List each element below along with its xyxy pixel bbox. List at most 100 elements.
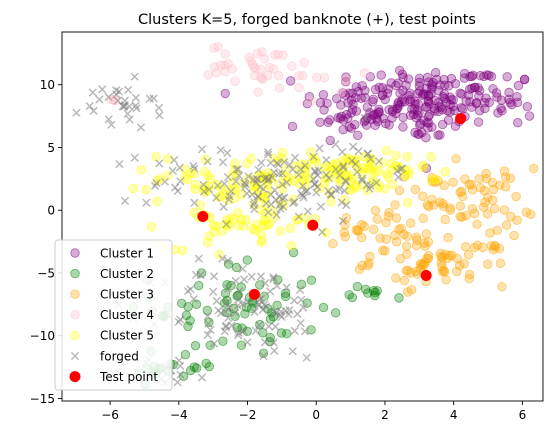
cluster-1-point — [444, 81, 454, 91]
forged-point — [269, 273, 278, 282]
y-tick-label: −5 — [37, 266, 55, 280]
cluster-2-point — [189, 362, 199, 372]
forged-point — [176, 177, 185, 186]
forged-point — [150, 181, 160, 191]
forged-point — [174, 356, 184, 365]
cluster-3-point — [395, 253, 406, 264]
legend-marker — [70, 351, 80, 361]
forged-point — [249, 200, 258, 210]
cluster-4-point — [227, 64, 238, 74]
legend-label: forged — [100, 349, 139, 363]
cluster-5-point — [215, 191, 226, 202]
forged-point — [235, 286, 244, 296]
cluster-1-point — [493, 108, 503, 118]
cluster-5-point — [418, 160, 428, 170]
cluster-1-point — [397, 94, 407, 105]
cluster-4-point — [273, 49, 283, 60]
forged-point — [104, 92, 113, 102]
cluster-3-point — [500, 182, 511, 192]
test-point — [248, 288, 260, 300]
forged-point — [270, 346, 279, 355]
forged-point — [212, 193, 221, 202]
forged-point — [154, 103, 164, 112]
cluster-2-point — [280, 291, 291, 302]
cluster-3-point — [495, 258, 506, 268]
test-point — [197, 211, 209, 222]
forged-point — [269, 274, 278, 284]
forged-point — [337, 198, 346, 207]
cluster-3-point — [356, 232, 367, 243]
forged-point — [357, 174, 367, 183]
forged-point — [251, 326, 260, 335]
cluster-1-point — [374, 104, 384, 115]
cluster-5-point — [286, 240, 297, 251]
cluster-1-point — [383, 84, 393, 94]
cluster-1-point — [458, 103, 468, 114]
cluster-5-point — [136, 165, 147, 175]
forged-point — [130, 153, 139, 162]
cluster-1-point — [513, 80, 524, 91]
forged-point — [243, 298, 252, 307]
forged-point — [318, 227, 327, 237]
cluster-5-point — [387, 179, 398, 189]
forged-point — [244, 172, 253, 181]
forged-point — [234, 328, 243, 337]
forged-point — [131, 93, 141, 102]
forged-point — [197, 145, 207, 154]
forged-point — [226, 187, 236, 196]
forged-point — [231, 276, 240, 286]
forged-point — [130, 72, 139, 81]
x-tick-label: −2 — [239, 408, 257, 422]
cluster-3-point — [411, 232, 422, 242]
cluster-1-point — [413, 129, 423, 139]
cluster-5-point — [248, 223, 258, 234]
cluster-5-point — [190, 184, 200, 194]
forged-point — [331, 140, 340, 149]
forged-point — [232, 165, 241, 174]
cluster-2-point — [240, 309, 250, 319]
cluster-5-point — [311, 157, 321, 167]
cluster-5-point — [259, 215, 269, 225]
cluster-1-point — [427, 79, 437, 90]
forged-point — [199, 180, 208, 189]
forged-point — [278, 169, 287, 178]
forged-point — [224, 284, 233, 293]
cluster-5-point — [383, 172, 393, 182]
x-tick-label: 6 — [519, 408, 527, 422]
cluster-1-point — [362, 113, 373, 123]
cluster-3-point — [399, 229, 409, 239]
cluster-5-point — [377, 158, 388, 168]
forged-point — [295, 285, 305, 295]
forged-point — [271, 309, 280, 318]
forged-point — [335, 171, 344, 180]
forged-point — [216, 146, 225, 155]
forged-point — [282, 283, 291, 292]
cluster-2-point — [370, 290, 380, 301]
cluster-5-point — [426, 151, 436, 162]
forged-point — [324, 174, 334, 183]
cluster-3-point — [464, 269, 475, 280]
forged-point — [250, 198, 259, 207]
cluster-1-point — [415, 120, 425, 130]
cluster-1-point — [513, 118, 523, 128]
legend-marker — [70, 289, 80, 299]
cluster-1-point — [377, 90, 387, 101]
cluster-1-point — [405, 88, 415, 98]
cluster-1-point — [323, 117, 333, 128]
forged-point — [326, 190, 335, 199]
cluster-3-point — [463, 249, 474, 260]
cluster-1-point — [332, 93, 342, 104]
forged-point — [199, 187, 209, 196]
cluster-1-point — [469, 82, 480, 93]
x-tick-label: −4 — [170, 408, 188, 422]
cluster-1-point — [474, 106, 485, 116]
cluster-5-point — [128, 183, 139, 194]
cluster-3-point — [401, 241, 412, 251]
forged-point — [206, 325, 215, 334]
forged-point — [231, 308, 240, 317]
cluster-1-point — [315, 117, 325, 128]
forged-point — [276, 307, 286, 316]
legend-label: Cluster 2 — [100, 267, 154, 281]
cluster-1-point — [491, 88, 502, 98]
forged-point — [300, 161, 310, 170]
